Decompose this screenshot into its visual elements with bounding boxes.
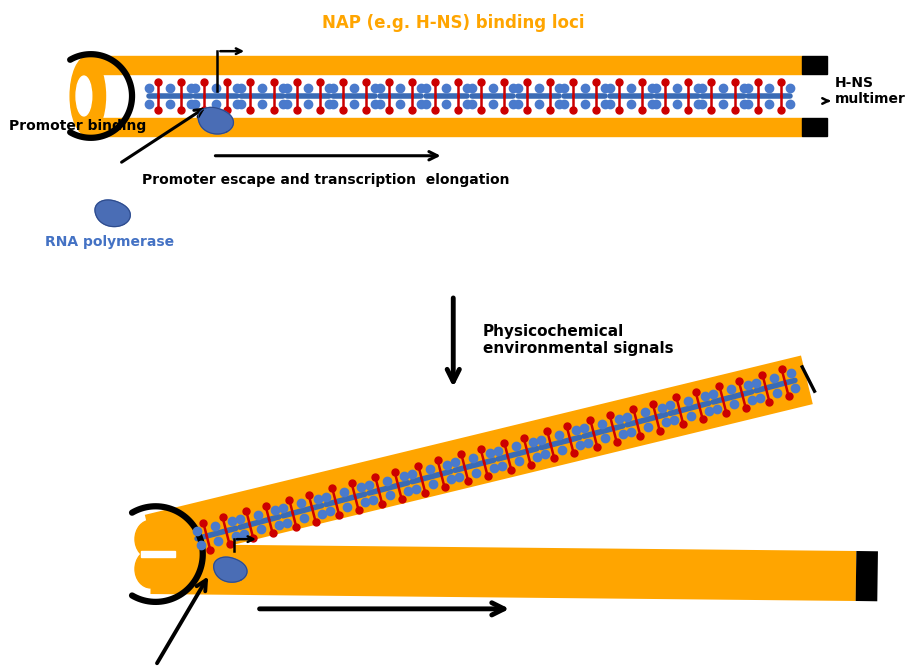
Text: Physicochemical
environmental signals: Physicochemical environmental signals [483, 324, 673, 356]
Polygon shape [95, 200, 130, 227]
Ellipse shape [135, 550, 166, 588]
Polygon shape [198, 108, 233, 134]
Ellipse shape [70, 56, 105, 136]
Text: RNA polymerase: RNA polymerase [45, 235, 174, 250]
Text: Promoter escape and transcription  elongation: Promoter escape and transcription elonga… [142, 173, 509, 187]
Bar [802, 118, 826, 136]
Bar [802, 56, 826, 74]
Text: H-NS
multimer: H-NS multimer [834, 76, 905, 106]
Bar [88, 56, 802, 74]
Polygon shape [214, 557, 247, 582]
Ellipse shape [76, 76, 92, 116]
Polygon shape [141, 551, 175, 557]
Bar [88, 118, 802, 136]
Ellipse shape [135, 520, 166, 558]
Text: Promoter binding: Promoter binding [9, 119, 147, 133]
Text: NAP (e.g. H-NS) binding loci: NAP (e.g. H-NS) binding loci [322, 14, 585, 32]
